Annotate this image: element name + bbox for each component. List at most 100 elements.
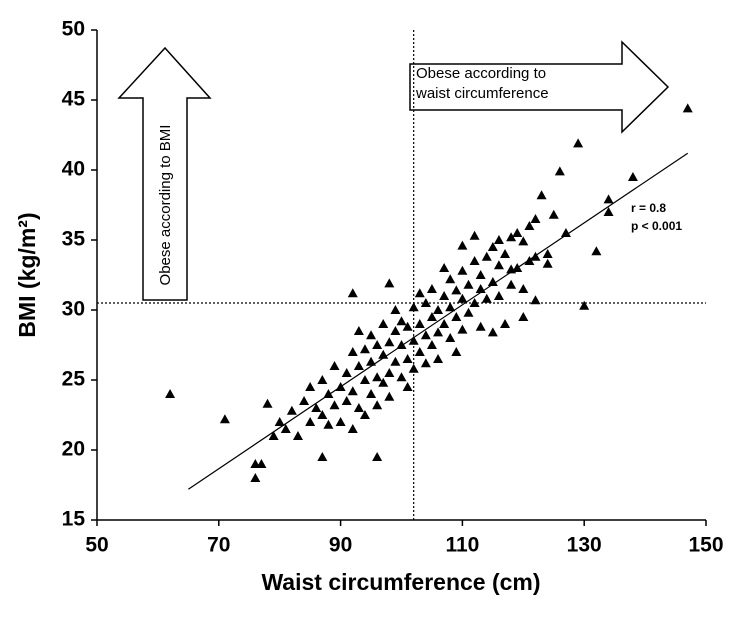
- point: [451, 285, 462, 295]
- point: [426, 284, 437, 293]
- point: [475, 270, 486, 279]
- point: [475, 284, 486, 293]
- y-tick-label: 15: [62, 508, 86, 531]
- bmi-arrow-label: Obese according to BMI: [157, 125, 174, 286]
- y-tick-label: 45: [62, 88, 86, 111]
- bmi-arrow: [117, 46, 212, 301]
- point: [518, 236, 529, 246]
- point: [396, 316, 407, 326]
- point: [317, 452, 328, 461]
- y-tick-label: 40: [62, 158, 85, 181]
- point: [378, 319, 389, 328]
- point: [372, 452, 383, 461]
- point: [341, 396, 352, 405]
- point: [341, 368, 352, 377]
- waist-arrow-box: Obese according to waist circumference: [416, 65, 549, 102]
- point: [603, 194, 614, 204]
- point: [524, 256, 535, 265]
- point: [219, 414, 230, 424]
- waist-arrow-label: Obese according to waist circumference: [416, 65, 549, 102]
- regression-line: [188, 152, 689, 490]
- point: [420, 358, 431, 368]
- point: [359, 344, 370, 354]
- point: [439, 263, 450, 272]
- point: [390, 305, 401, 314]
- point: [554, 166, 565, 176]
- point: [317, 375, 328, 384]
- point: [548, 209, 559, 219]
- point: [487, 277, 498, 286]
- point: [165, 389, 176, 398]
- point: [311, 403, 322, 412]
- point: [384, 337, 395, 347]
- point: [408, 302, 419, 312]
- point: [560, 228, 571, 237]
- point: [500, 319, 511, 328]
- point: [402, 354, 413, 363]
- point: [414, 288, 425, 298]
- y-tick-label: 30: [62, 298, 85, 321]
- point: [493, 235, 504, 244]
- point: [439, 291, 450, 300]
- point: [463, 307, 474, 317]
- point: [487, 242, 498, 251]
- x-tick-label: 110: [445, 534, 479, 557]
- point: [524, 221, 535, 230]
- point: [408, 335, 419, 345]
- point: [335, 417, 346, 426]
- point: [299, 396, 310, 405]
- point: [353, 403, 364, 412]
- point: [463, 279, 474, 289]
- point: [347, 347, 358, 356]
- point: [506, 279, 517, 289]
- point: [500, 249, 511, 258]
- point: [420, 330, 431, 340]
- point: [518, 284, 529, 293]
- point: [445, 274, 456, 284]
- point: [530, 295, 541, 305]
- point: [378, 377, 389, 387]
- point: [414, 347, 425, 356]
- point: [317, 410, 328, 419]
- point: [682, 103, 693, 113]
- point: [274, 417, 285, 426]
- p-value-label: p < 0.001: [631, 219, 682, 233]
- point: [439, 319, 450, 328]
- point: [390, 326, 401, 335]
- point: [469, 298, 480, 307]
- point: [451, 347, 462, 356]
- point: [286, 405, 297, 415]
- point: [445, 302, 456, 312]
- x-tick-label: 150: [688, 534, 723, 557]
- point: [359, 375, 370, 384]
- point: [402, 382, 413, 391]
- point: [536, 190, 547, 200]
- point: [426, 340, 437, 349]
- point: [451, 312, 462, 321]
- point: [487, 327, 498, 337]
- point: [457, 324, 468, 334]
- point: [323, 419, 334, 429]
- point: [256, 459, 267, 468]
- point: [627, 172, 638, 181]
- y-axis-title: BMI (kg/m²): [14, 212, 40, 337]
- point: [372, 340, 383, 349]
- x-tick-label: 130: [567, 534, 602, 557]
- point: [512, 228, 523, 237]
- correlation-label: r = 0.8: [631, 201, 666, 215]
- point: [402, 321, 413, 331]
- point: [481, 293, 492, 303]
- x-tick-label: 90: [329, 534, 352, 557]
- y-tick-label: 50: [62, 18, 85, 41]
- point: [347, 288, 358, 298]
- point: [481, 251, 492, 261]
- point: [366, 330, 377, 340]
- point: [579, 300, 590, 310]
- point: [347, 386, 358, 396]
- point: [292, 431, 303, 440]
- point: [390, 356, 401, 366]
- x-tick-label: 50: [85, 534, 108, 557]
- point: [457, 265, 468, 275]
- point: [603, 207, 614, 216]
